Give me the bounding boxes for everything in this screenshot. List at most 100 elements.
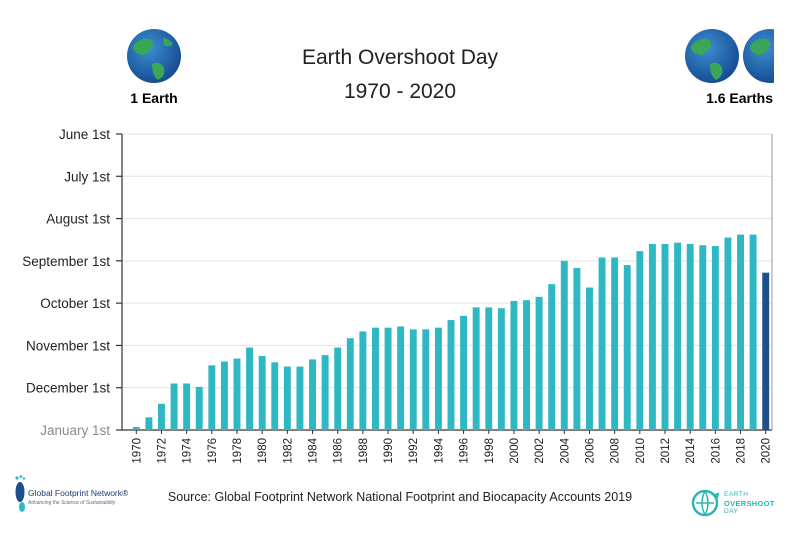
bar-2004 — [560, 260, 568, 430]
gfn-logo-name: Global Footprint Network® — [28, 488, 129, 498]
bar-1971 — [145, 417, 153, 430]
bar-1976 — [208, 365, 216, 430]
bar-1989 — [372, 327, 379, 430]
x-tick-label: 1976 — [207, 438, 219, 464]
x-tick-label: 1984 — [308, 437, 320, 463]
x-tick-label: 1978 — [232, 438, 244, 464]
bar-1995 — [447, 320, 455, 430]
bar-1991 — [397, 326, 405, 430]
x-tick-label: 2002 — [534, 438, 546, 464]
bar-2013 — [674, 242, 682, 430]
chart-title: Earth Overshoot Day — [301, 46, 499, 69]
bar-2020 — [762, 272, 770, 430]
bar-1998 — [485, 307, 493, 430]
x-tick-label: 2012 — [660, 438, 672, 464]
source-note: Source: Global Footprint Network Nationa… — [167, 490, 633, 504]
bar-1985 — [321, 355, 329, 430]
bar-2009 — [623, 265, 631, 430]
bar-2019 — [749, 234, 757, 430]
x-tick-label: 2006 — [584, 438, 596, 464]
eod-logo-line2: OVERSHOOT — [724, 499, 775, 508]
x-tick-label: 1992 — [408, 438, 420, 464]
bar-2001 — [523, 300, 530, 430]
overshoot-day-logo-icon — [691, 489, 720, 517]
y-tick-label: November 1st — [26, 338, 110, 353]
bar-1983 — [296, 366, 304, 430]
bar-2003 — [548, 284, 556, 430]
y-tick-label: January 1st — [40, 423, 110, 438]
bar-2014 — [686, 243, 694, 430]
bar-2000 — [510, 301, 518, 430]
bar-1979 — [246, 347, 254, 430]
gfn-logo-tagline: Advancing the Science of Sustainability — [28, 500, 116, 506]
x-tick-label: 1994 — [433, 437, 445, 463]
y-tick-label: September 1st — [22, 254, 110, 269]
x-tick-label: 1980 — [257, 438, 269, 464]
x-tick-label: 2018 — [736, 438, 748, 464]
bar-1986 — [334, 347, 342, 430]
y-tick-label: October 1st — [40, 296, 110, 311]
x-tick-label: 2014 — [685, 437, 697, 463]
bar-2015 — [699, 245, 707, 430]
bar-1992 — [409, 329, 417, 430]
bar-1974 — [183, 383, 191, 430]
x-tick-label: 1974 — [182, 437, 194, 463]
chart-subtitle: 1970 - 2020 — [343, 80, 457, 103]
x-tick-label: 2010 — [635, 438, 647, 464]
y-tick-label: December 1st — [26, 381, 110, 396]
bar-1994 — [434, 327, 442, 430]
eod-logo-line3: DAY — [724, 508, 739, 515]
bar-1996 — [460, 315, 468, 430]
bar-2005 — [573, 268, 581, 430]
x-tick-label: 2016 — [710, 438, 722, 464]
y-tick-label: July 1st — [64, 169, 110, 184]
bar-1993 — [422, 329, 430, 430]
y-tick-label: August 1st — [46, 212, 110, 227]
earth-globe-icon — [685, 29, 739, 83]
bar-1981 — [271, 362, 279, 430]
bar-1984 — [309, 359, 316, 430]
x-tick-label: 1982 — [282, 438, 294, 464]
x-tick-label: 2020 — [761, 438, 773, 464]
footprint-logo-icon — [15, 475, 26, 512]
bar-2011 — [648, 243, 656, 430]
x-tick-label: 1998 — [484, 438, 496, 464]
x-tick-label: 1986 — [333, 438, 345, 464]
x-tick-label: 1988 — [358, 438, 370, 464]
bar-1997 — [472, 307, 480, 430]
x-tick-label: 1970 — [131, 438, 143, 464]
bar-1980 — [258, 356, 266, 430]
bar-2016 — [711, 246, 719, 430]
bar-1977 — [220, 361, 228, 430]
y-tick-label: June 1st — [59, 127, 110, 142]
bar-2006 — [586, 287, 593, 430]
x-tick-label: 2000 — [509, 438, 521, 464]
bar-2018 — [737, 234, 744, 430]
right-earth-label: 1.6 Earths — [706, 90, 773, 106]
x-tick-label: 1996 — [459, 438, 471, 464]
x-tick-label: 1990 — [383, 438, 395, 464]
x-tick-label: 2008 — [610, 438, 622, 464]
x-tick-label: 2004 — [559, 437, 571, 463]
partial-earth-globe-icon — [743, 29, 774, 83]
bar-1973 — [170, 383, 178, 430]
bar-1990 — [384, 327, 392, 430]
bar-1988 — [359, 331, 367, 430]
bar-1975 — [195, 386, 203, 430]
bar-1978 — [233, 358, 241, 430]
bar-1972 — [158, 403, 165, 430]
bar-2002 — [535, 296, 543, 430]
left-earth-label: 1 Earth — [130, 90, 177, 106]
bar-1999 — [497, 308, 505, 430]
bar-1987 — [346, 338, 354, 430]
bar-2017 — [724, 237, 732, 430]
x-tick-label: 1972 — [156, 438, 168, 464]
bar-1982 — [283, 366, 291, 430]
bar-2008 — [611, 257, 619, 430]
bar-2012 — [661, 243, 669, 430]
earth-globe-icon — [127, 29, 181, 83]
eod-logo-line1: EARTH — [724, 491, 749, 498]
bar-2007 — [598, 257, 606, 430]
bar-1970 — [132, 427, 140, 430]
